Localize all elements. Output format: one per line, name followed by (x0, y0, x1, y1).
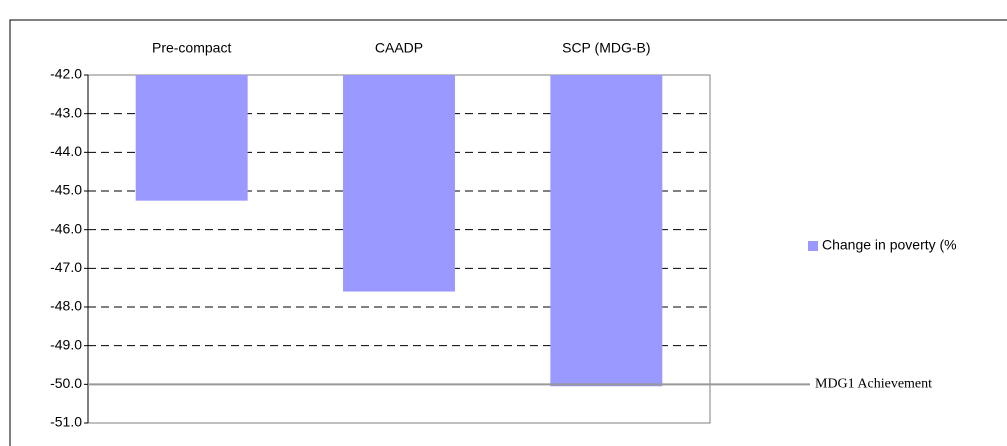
reference-label: MDG1 Achievement (815, 377, 932, 392)
y-tick-label: -48.0 (50, 298, 82, 314)
bar (135, 75, 248, 201)
y-tick-label: -49.0 (50, 336, 82, 352)
y-tick-label: -43.0 (50, 104, 82, 120)
bar (343, 75, 455, 292)
legend-label: Change in poverty (% (822, 237, 957, 253)
legend-swatch (808, 241, 818, 251)
y-tick-label: -46.0 (50, 220, 82, 236)
y-tick-label: -42.0 (50, 66, 82, 82)
y-tick-label: -44.0 (50, 143, 82, 159)
x-tick-label: Pre-compact (152, 40, 231, 56)
y-tick-label: -47.0 (50, 259, 82, 275)
y-tick-label: -50.0 (50, 375, 82, 391)
y-tick-label: -45.0 (50, 182, 82, 198)
y-tick-label: -51.0 (50, 414, 82, 430)
bar (550, 75, 663, 387)
x-tick-label: SCP (MDG-B) (562, 40, 650, 56)
x-tick-label: CAADP (375, 40, 423, 56)
